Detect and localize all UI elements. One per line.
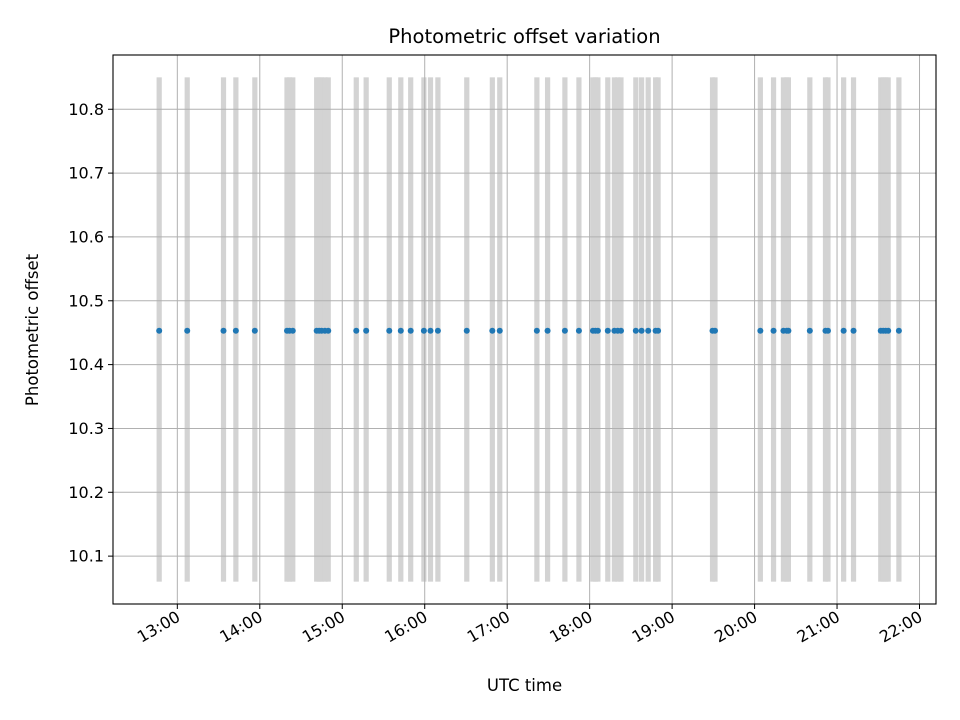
data-point — [604, 327, 611, 334]
data-point — [824, 327, 831, 334]
data-point — [885, 327, 892, 334]
data-point — [632, 327, 639, 334]
y-tick-label: 10.3 — [68, 419, 104, 438]
data-point — [496, 327, 503, 334]
data-point — [463, 327, 470, 334]
data-point — [407, 327, 414, 334]
data-point — [617, 327, 624, 334]
y-tick-label: 10.8 — [68, 100, 104, 119]
grid — [113, 55, 936, 604]
data-point — [806, 327, 813, 334]
data-point — [711, 327, 718, 334]
data-point — [770, 327, 777, 334]
y-tick-label: 10.6 — [68, 227, 104, 246]
data-points — [156, 327, 902, 334]
y-tick-label: 10.2 — [68, 483, 104, 502]
data-point — [220, 327, 227, 334]
data-point — [594, 327, 601, 334]
data-point — [895, 327, 902, 334]
y-axis-label: Photometric offset — [23, 253, 42, 406]
data-point — [156, 327, 163, 334]
chart-title: Photometric offset variation — [388, 25, 660, 48]
data-point — [655, 327, 662, 334]
data-point — [544, 327, 551, 334]
data-point — [325, 327, 332, 334]
data-point — [184, 327, 191, 334]
data-point — [386, 327, 393, 334]
data-point — [785, 327, 792, 334]
data-point — [840, 327, 847, 334]
y-tick-label: 10.1 — [68, 547, 104, 566]
data-point — [645, 327, 652, 334]
data-point — [561, 327, 568, 334]
y-axis: 10.1 10.2 10.3 10.4 10.5 10.6 10.7 10.8 — [68, 100, 113, 566]
data-point — [575, 327, 582, 334]
plot-frame — [112, 54, 937, 605]
data-point — [533, 327, 540, 334]
data-point — [757, 327, 764, 334]
data-point — [420, 327, 427, 334]
data-point — [638, 327, 645, 334]
data-point — [427, 327, 434, 334]
data-point — [232, 327, 239, 334]
y-tick-label: 10.4 — [68, 355, 104, 374]
data-point — [397, 327, 404, 334]
x-axis-label: UTC time — [487, 676, 562, 695]
y-tick-label: 10.5 — [68, 291, 104, 310]
data-point — [489, 327, 496, 334]
data-point — [434, 327, 441, 334]
data-point — [289, 327, 296, 334]
y-tick-label: 10.7 — [68, 164, 104, 183]
data-point — [251, 327, 258, 334]
data-point — [353, 327, 360, 334]
data-point — [850, 327, 857, 334]
data-point — [363, 327, 370, 334]
